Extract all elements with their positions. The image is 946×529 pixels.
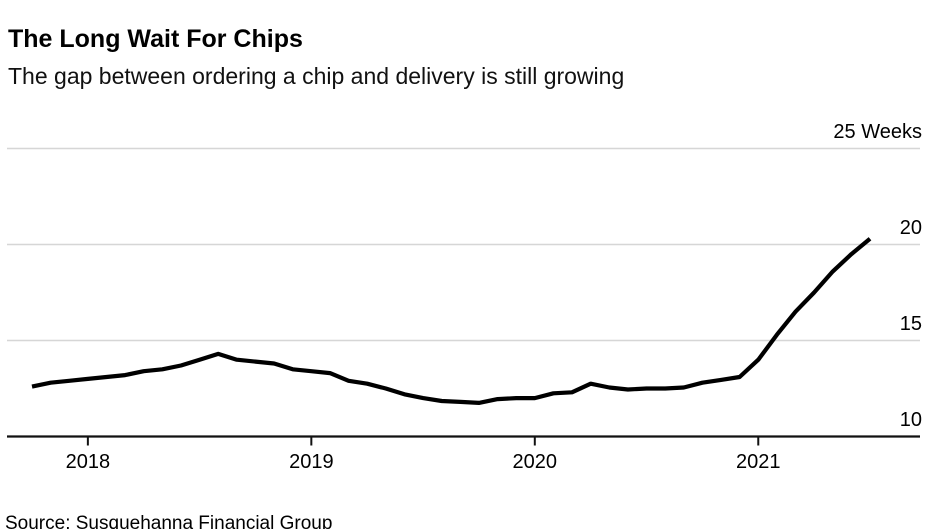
y-tick-label-25: 25 Weeks xyxy=(833,120,922,143)
chart-subtitle: The gap between ordering a chip and deli… xyxy=(8,63,625,89)
x-tick-label-2019: 2019 xyxy=(289,451,334,473)
data-line-lead-time xyxy=(31,237,872,405)
y-tick-label-20: 20 xyxy=(899,216,922,239)
source-note: Source: Susquehanna Financial Group xyxy=(5,513,333,529)
x-tick-label-2020: 2020 xyxy=(512,451,558,473)
x-tick-label-2018: 2018 xyxy=(65,451,111,473)
chart-title: The Long Wait For Chips xyxy=(8,24,303,53)
x-tick-label-2021: 2021 xyxy=(736,451,781,473)
y-tick-label-15: 15 xyxy=(899,312,922,335)
y-tick-label-10: 10 xyxy=(899,408,922,431)
